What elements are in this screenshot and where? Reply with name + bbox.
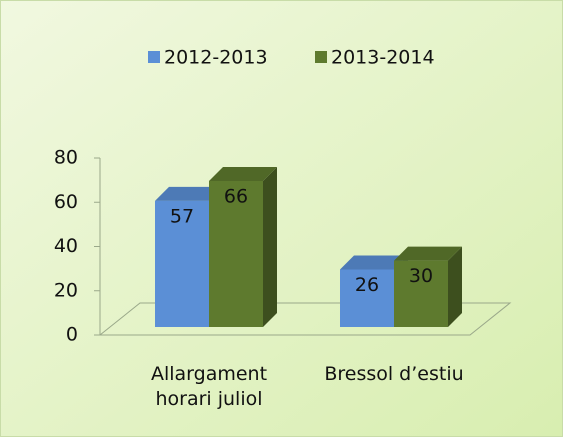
bar [340, 269, 394, 327]
bar [394, 260, 448, 327]
y-tick-label: 20 [54, 279, 78, 301]
bar-side [448, 246, 462, 327]
x-tick-label: Bressol d’estiu [324, 363, 464, 385]
y-tick-label: 60 [54, 191, 78, 213]
bar [155, 200, 209, 327]
bar-top [155, 186, 223, 201]
legend-label: 2012-2013 [164, 47, 268, 69]
floor [98, 302, 512, 336]
y-tick-label: 80 [54, 147, 78, 169]
bar-top [209, 166, 277, 181]
value-label: 30 [409, 265, 433, 287]
legend-swatch [315, 51, 327, 63]
bar-top [394, 246, 462, 261]
value-label: 57 [170, 205, 194, 227]
x-tick-label: Allargament horari juliol [150, 363, 268, 410]
bar-top [340, 255, 408, 270]
value-label: 66 [224, 185, 248, 207]
legend-label: 2013-2014 [331, 47, 435, 69]
value-label: 26 [355, 274, 379, 296]
y-tick-label: 0 [66, 324, 78, 346]
legend-swatch [148, 51, 160, 63]
y-tick-label: 40 [54, 235, 78, 257]
bar [209, 180, 263, 327]
bar-side [263, 166, 277, 327]
